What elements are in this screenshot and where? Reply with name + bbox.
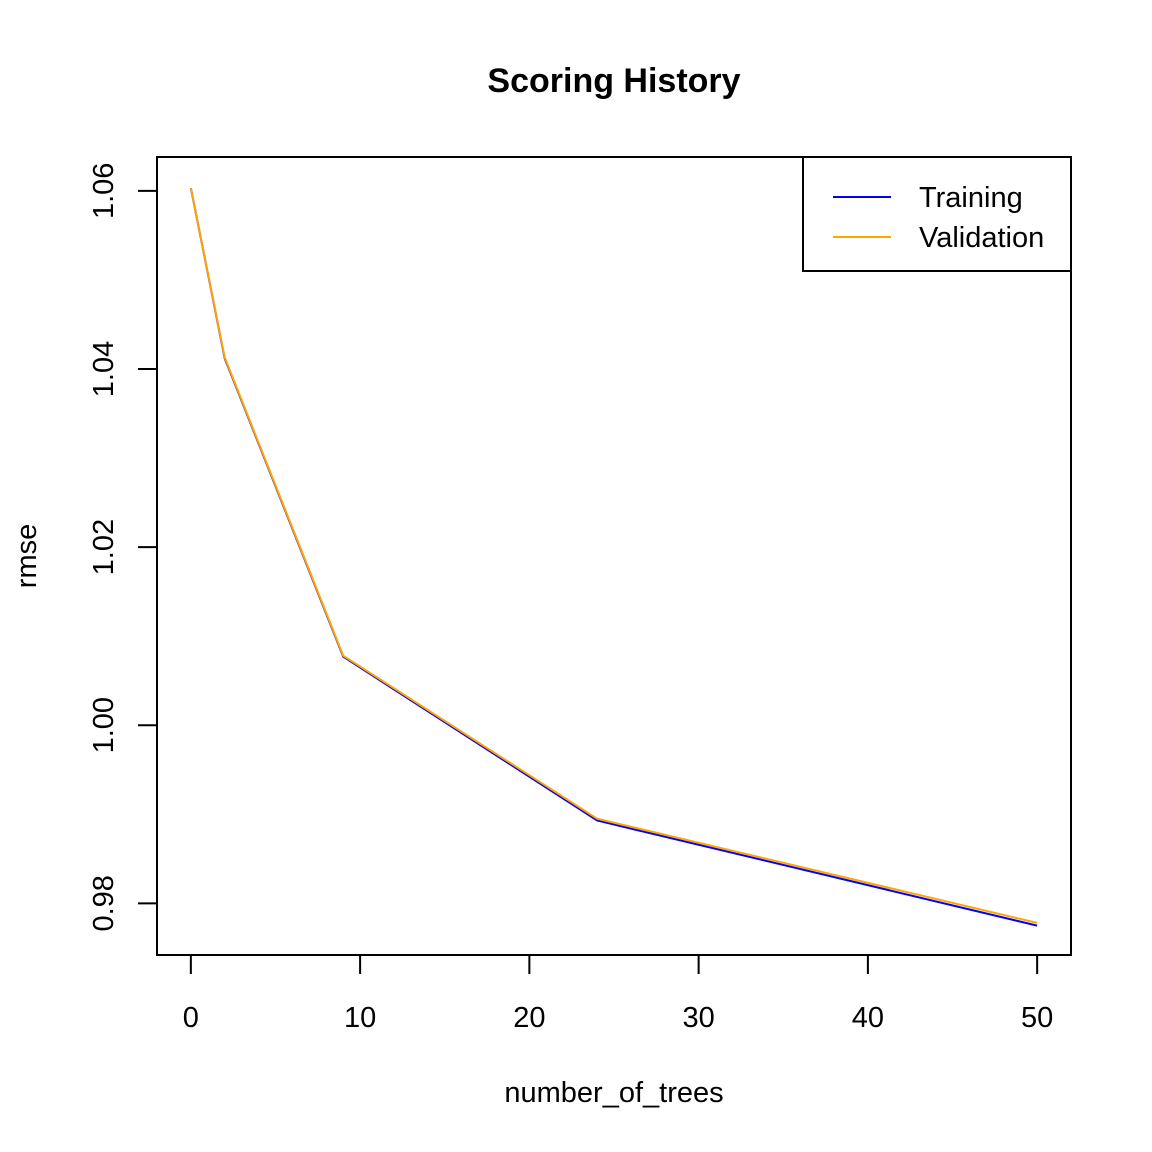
legend-label-training: Training — [919, 182, 1023, 214]
y-tick-label: 1.00 — [88, 697, 120, 753]
series-line-training — [189, 188, 1038, 927]
x-axis-label: number_of_trees — [504, 1077, 723, 1109]
legend-box — [802, 156, 1072, 272]
x-tick-label: 10 — [344, 1002, 376, 1034]
y-axis-label: rmse — [11, 524, 43, 588]
x-tick-label: 0 — [183, 1002, 199, 1034]
axes: 0 10 20 30 40 50 0.98 1.00 1.02 1.04 1.06 — [88, 156, 1072, 1034]
x-tick-label: 30 — [682, 1002, 714, 1034]
plot-frame — [156, 156, 1072, 956]
x-tick-label: 20 — [513, 1002, 545, 1034]
x-tick-label: 40 — [852, 1002, 884, 1034]
chart-title: Scoring History — [487, 62, 740, 100]
y-tick-label: 1.06 — [88, 163, 120, 219]
y-tick-label: 1.04 — [88, 341, 120, 397]
legend-label-validation: Validation — [919, 222, 1044, 254]
y-tick-label: 1.02 — [88, 519, 120, 575]
y-tick-label: 0.98 — [88, 875, 120, 931]
legend: Training Validation — [802, 156, 1072, 272]
plot-area — [189, 188, 1038, 927]
x-tick-label: 50 — [1021, 1002, 1053, 1034]
series-line-validation — [189, 188, 1038, 924]
